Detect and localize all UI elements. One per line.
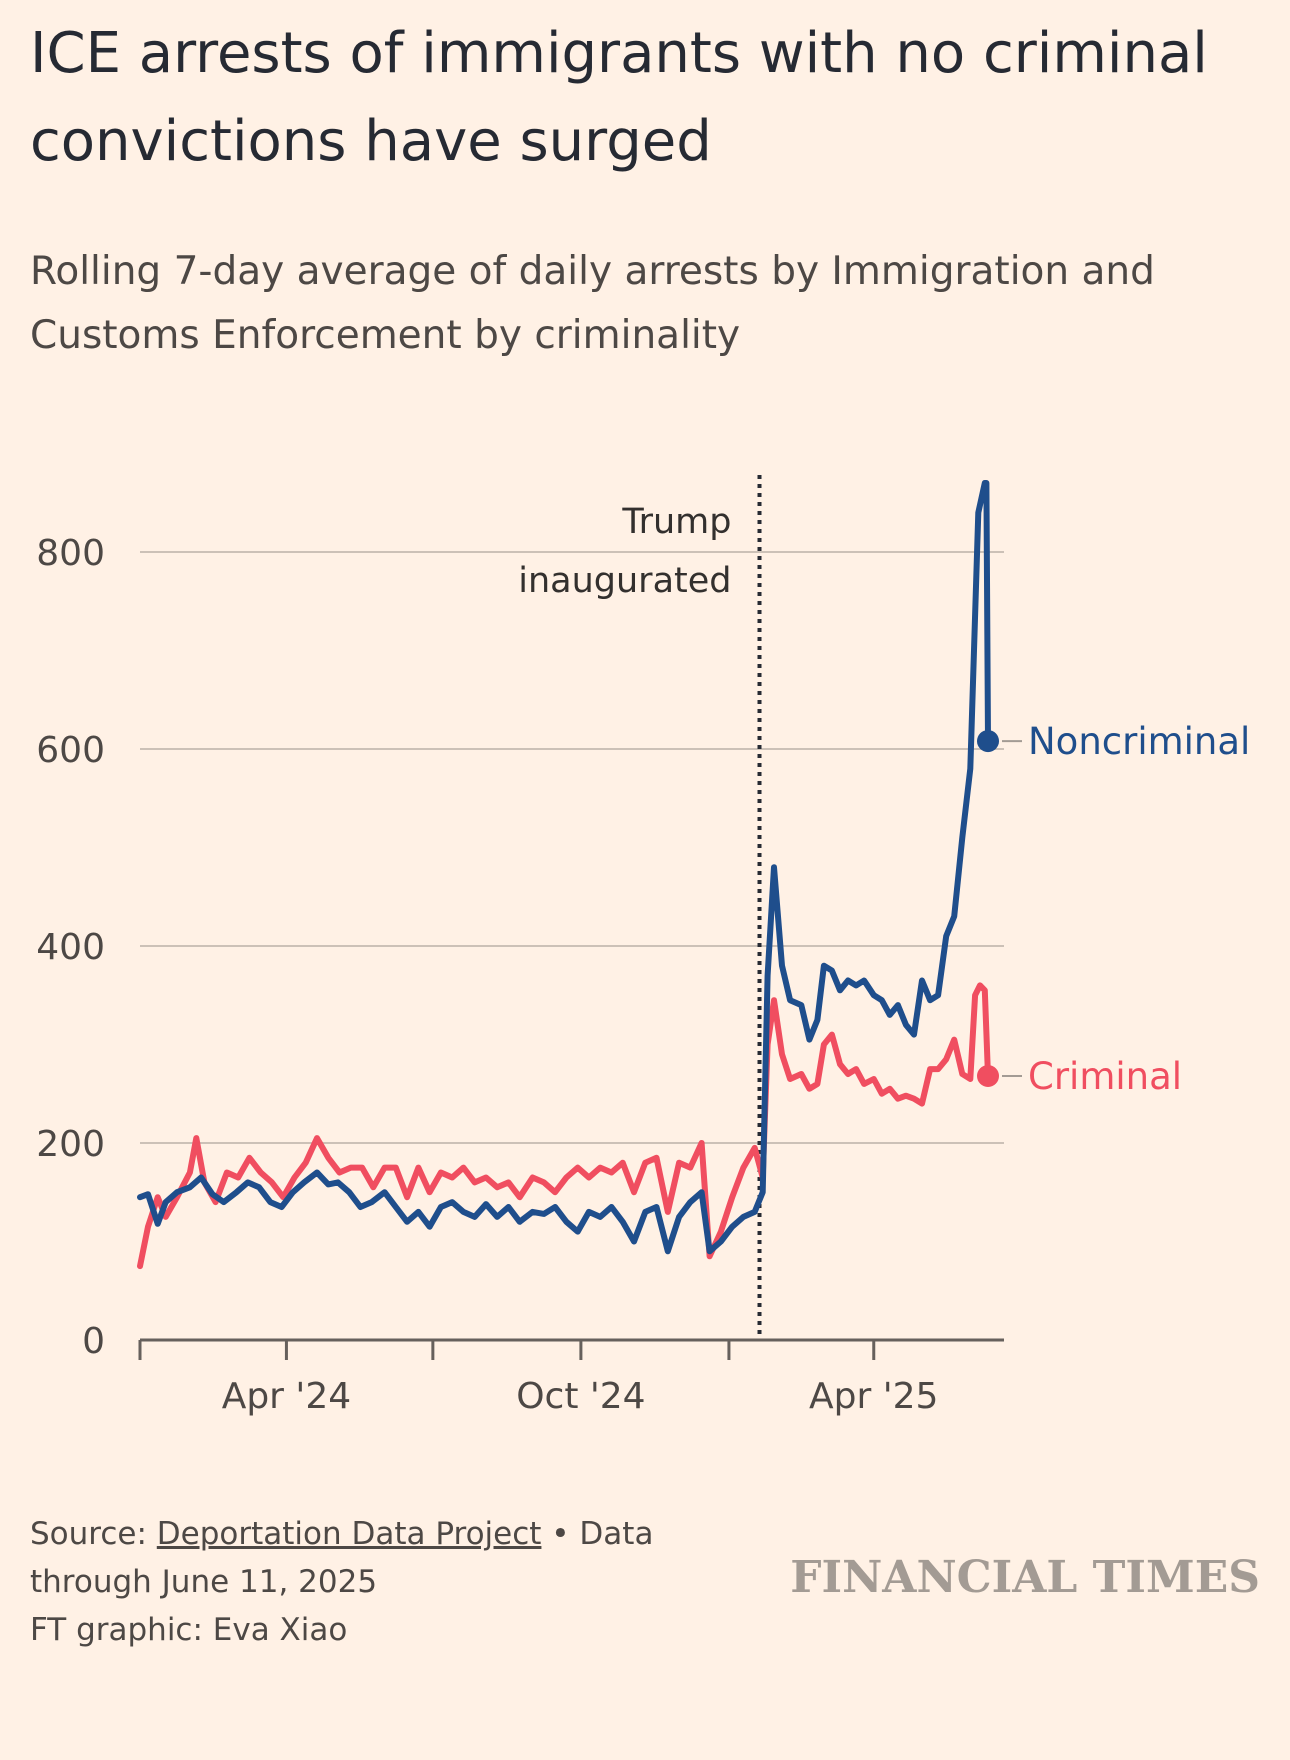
annotation-label-line1: Trump (621, 502, 731, 542)
y-tick-label-600: 600 (36, 730, 105, 771)
x-tick-label-1: Apr '24 (222, 1376, 351, 1417)
line-chart: 0 200 400 600 800 Trump inaugurated Apr '24 O… (36, 475, 1250, 1417)
annotation-label-line2: inaugurated (518, 561, 731, 601)
series-line-criminal (137, 982, 991, 1270)
series-label-noncriminal: Noncriminal (1028, 720, 1250, 763)
y-tick-label-400: 400 (36, 927, 105, 968)
y-tick-label-200: 200 (36, 1124, 105, 1165)
y-axis-ticks: 0 200 400 600 800 (36, 533, 105, 1362)
series-end-dot-criminal (977, 1065, 999, 1088)
chart-title: ICE arrests of immigrants with no crimin… (30, 21, 1208, 174)
gridlines (140, 550, 1004, 1144)
series-line-noncriminal (137, 480, 991, 1255)
y-tick-label-0: 0 (82, 1321, 105, 1362)
inauguration-annotation: Trump inaugurated (509, 475, 762, 1336)
series-labels: Noncriminal Criminal (977, 720, 1250, 1098)
series-end-dot-noncriminal (977, 730, 999, 753)
series-lines (137, 480, 991, 1270)
chart-subtitle: Rolling 7-day average of daily arrests b… (30, 249, 1155, 358)
x-tick-label-3: Oct '24 (516, 1376, 645, 1417)
source-link[interactable]: Deportation Data Project (156, 1516, 542, 1552)
x-axis: Apr '24 Oct '24 Apr '25 (138, 1338, 1004, 1417)
y-tick-label-800: 800 (36, 533, 105, 574)
series-label-criminal: Criminal (1028, 1055, 1182, 1098)
source-suffix: • Data through June 11, 2025 (30, 1516, 654, 1600)
source-note: Source: Deportation Data Project • Data … (30, 1510, 750, 1654)
source-prefix: Source: (30, 1516, 157, 1552)
x-tick-label-5: Apr '25 (809, 1376, 938, 1417)
ft-logo: FINANCIAL TIMES (790, 1552, 1260, 1603)
annotation-label-background (509, 562, 736, 602)
graphic-credit: FT graphic: Eva Xiao (30, 1612, 348, 1648)
